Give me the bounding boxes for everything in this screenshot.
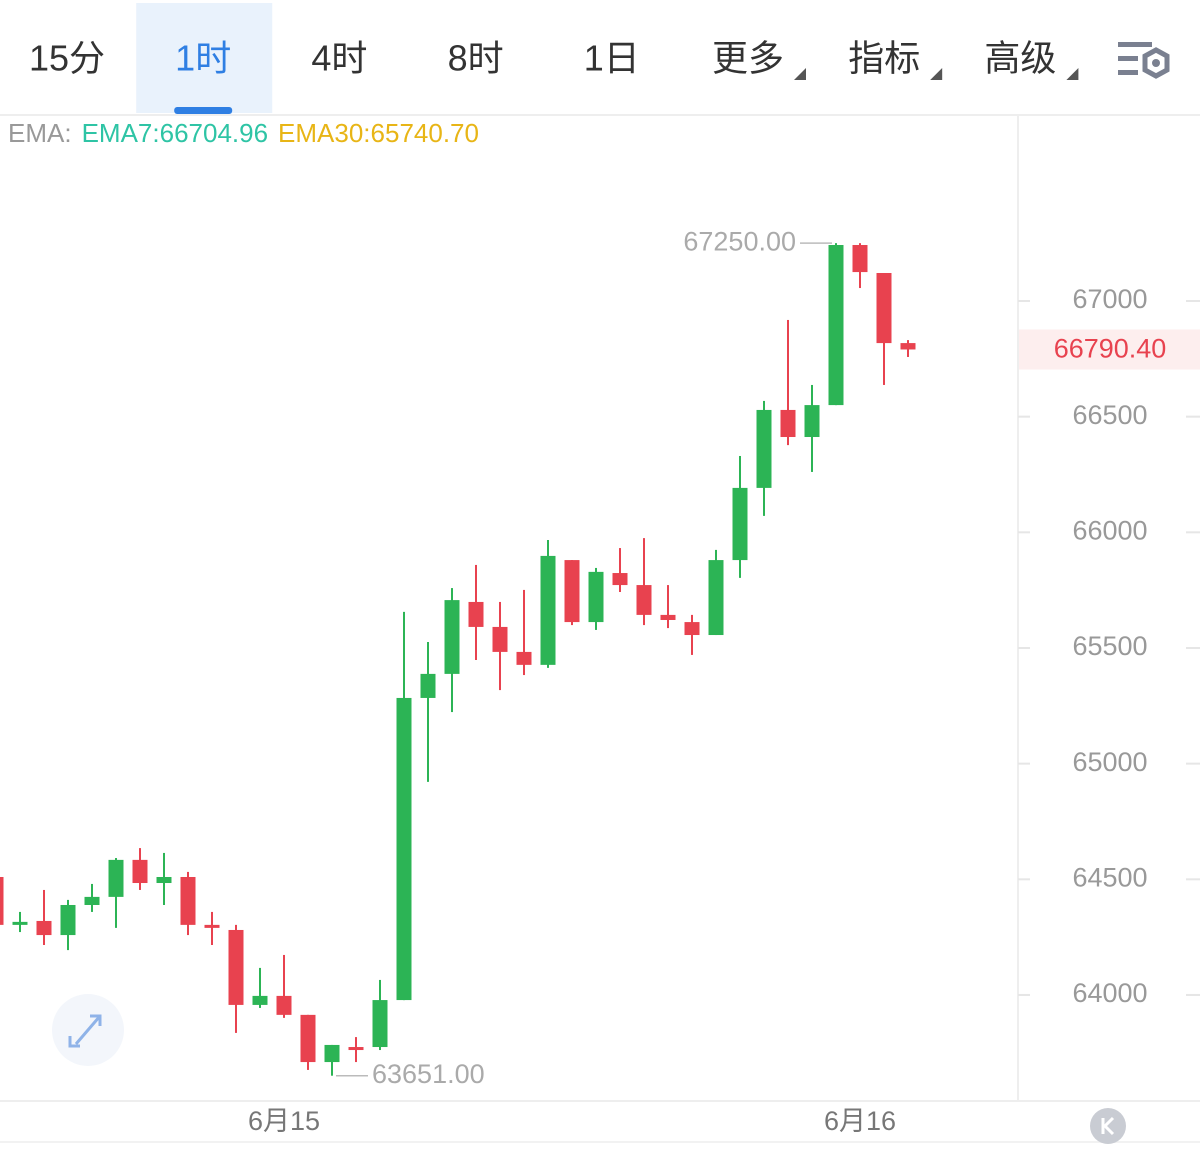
candle-body — [180, 876, 196, 925]
candle-body — [540, 555, 556, 665]
candle-body — [156, 876, 172, 884]
candle-body — [276, 995, 292, 1015]
tab-indicator — [174, 107, 233, 114]
tab-label: 8时 — [448, 38, 504, 79]
tab-label: 1时 — [175, 38, 231, 79]
candle-body — [60, 904, 76, 936]
candle-body — [396, 697, 412, 1001]
candle-body — [492, 626, 508, 652]
y-tick-label: 65000 — [1072, 747, 1147, 777]
x-tick-label: 6月16 — [824, 1106, 896, 1136]
candle-body — [780, 409, 796, 438]
candle-body — [348, 1047, 364, 1051]
tab-label: 高级 — [984, 38, 1056, 79]
y-tick-label: 64500 — [1072, 862, 1147, 892]
candle-body — [732, 487, 748, 561]
candle-body — [588, 571, 604, 623]
candle-body — [420, 673, 436, 698]
dropdown-arrow — [1066, 68, 1079, 80]
candle-body — [372, 1000, 388, 1048]
candle-body — [324, 1044, 340, 1063]
tab-active-bg — [136, 3, 273, 113]
tab[interactable]: 指标 — [848, 38, 943, 80]
icon-bar — [1118, 70, 1138, 75]
annotation-label: 63651.00 — [372, 1059, 485, 1089]
tab-label: 4时 — [311, 38, 367, 79]
k-button[interactable] — [1090, 1108, 1126, 1144]
candle-body — [12, 921, 28, 925]
candle-body — [108, 859, 124, 897]
candle-body — [468, 601, 484, 627]
candle-body — [804, 405, 820, 438]
icon-bar — [1118, 42, 1152, 47]
candle-body — [300, 1014, 316, 1063]
candle-body — [252, 995, 268, 1005]
y-tick-label: 66000 — [1072, 515, 1147, 545]
expand-icon — [68, 1014, 102, 1048]
tab-label: 更多 — [712, 38, 784, 79]
annotation-label: 67250.00 — [683, 226, 796, 256]
k-icon — [1101, 1116, 1115, 1136]
candle-body — [0, 876, 4, 925]
tab[interactable]: 高级 — [984, 38, 1079, 80]
candle-body — [204, 924, 220, 928]
candle-body — [684, 622, 700, 636]
tab-label: 1日 — [584, 38, 640, 79]
candle-body — [612, 573, 628, 586]
candle-body — [516, 651, 532, 665]
tab[interactable]: 4时 — [311, 38, 367, 79]
candle-body — [852, 245, 868, 273]
legend-entry: EMA30:65740.70 — [278, 118, 479, 148]
candle-body — [84, 896, 100, 905]
candle-body — [876, 272, 892, 344]
tab[interactable]: 1时 — [136, 3, 273, 114]
settings-icon[interactable] — [1118, 42, 1170, 79]
icon-bar — [1118, 56, 1138, 61]
tab[interactable]: 1日 — [584, 38, 640, 79]
y-tick-label: 65500 — [1072, 631, 1147, 661]
last-price-bg — [1019, 329, 1200, 370]
x-tick-label: 6月15 — [248, 1106, 320, 1136]
dropdown-arrow — [930, 68, 943, 80]
y-tick-label: 66500 — [1072, 400, 1147, 430]
tab[interactable]: 8时 — [448, 38, 504, 79]
candle-body — [828, 245, 844, 406]
candle-body — [132, 859, 148, 884]
last-price-label: 66790.40 — [1054, 334, 1167, 364]
y-tick-label: 64000 — [1072, 978, 1147, 1008]
tab[interactable]: 更多 — [712, 38, 806, 80]
candle-body — [660, 614, 676, 620]
y-tick-label: 67000 — [1072, 284, 1147, 314]
candle-body — [756, 409, 772, 488]
candle-body — [564, 560, 580, 623]
candle-body — [708, 560, 724, 636]
legend-entry: EMA: — [8, 118, 72, 148]
dropdown-arrow — [794, 68, 806, 80]
icon-dot — [1152, 59, 1160, 67]
tab-label: 指标 — [848, 38, 920, 79]
expand-button[interactable] — [52, 994, 124, 1066]
candle-body — [36, 920, 52, 936]
candle-body — [444, 600, 460, 674]
candle-body — [228, 929, 244, 1005]
candle-body — [636, 585, 652, 615]
candle-body — [900, 343, 916, 350]
k-bg — [1090, 1108, 1126, 1144]
tab[interactable]: 15分 — [29, 38, 105, 79]
tab-label: 15分 — [29, 38, 105, 79]
legend-entry: EMA7:66704.96 — [82, 118, 268, 148]
icon-hex — [1142, 47, 1170, 79]
